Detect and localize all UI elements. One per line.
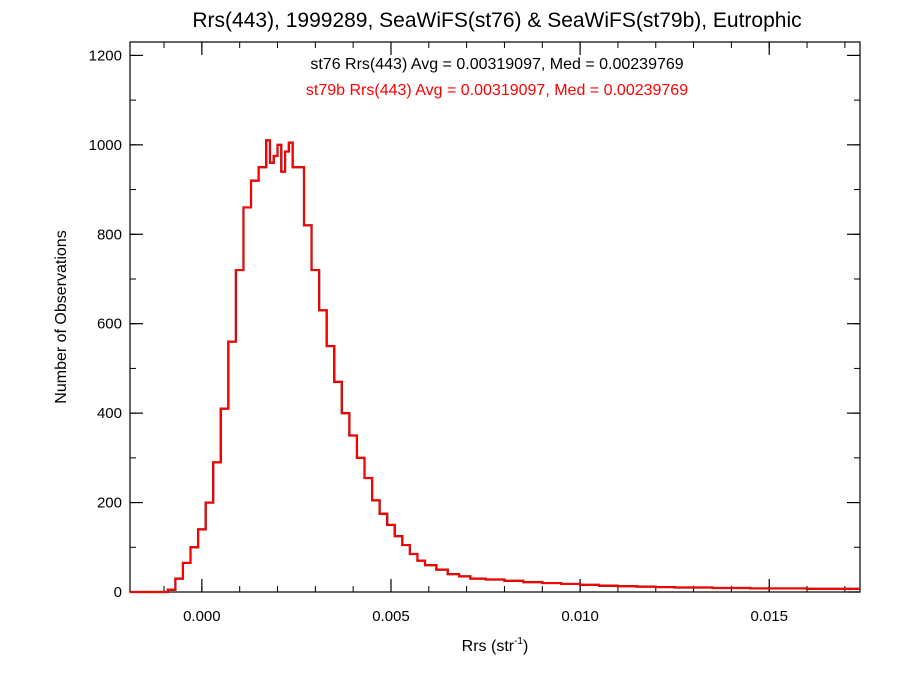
axis-ticks [130,42,860,593]
x-tick-label: 0.010 [561,608,599,625]
series-st79b-line [130,139,860,593]
x-axis-label-close: ) [523,638,528,655]
y-tick-label: 200 [97,495,122,512]
plot-area-border [129,41,861,593]
chart-title: Rrs(443), 1999289, SeaWiFS(st76) & SeaWi… [192,9,801,32]
y-tick-label: 800 [97,226,122,243]
x-axis-label-superscript: -1 [514,636,523,647]
annotation-st79b: st79b Rrs(443) Avg = 0.00319097, Med = 0… [306,82,688,99]
series-st76-line [130,139,860,594]
axis-tick-labels: 0.000 0.005 0.010 0.015 0 200 400 600 800 1000 120… [89,47,788,625]
x-tick-label: 0.015 [750,608,788,625]
plot-frame [129,41,861,593]
x-tick-label: 0.005 [372,608,410,625]
y-tick-label: 1000 [89,137,122,154]
y-tick-label: 400 [97,405,122,422]
histogram-series [130,139,860,594]
y-axis-label: Number of Observations [53,230,70,403]
y-tick-label: 600 [97,316,122,333]
y-tick-label: 0 [114,584,122,601]
x-tick-label: 0.000 [183,608,221,625]
y-tick-label: 1200 [89,47,122,64]
annotation-st76: st76 Rrs(443) Avg = 0.00319097, Med = 0.… [310,56,683,73]
x-axis-label: Rrs (str-1) [462,636,529,655]
x-axis-label-main: Rrs (str [462,638,515,655]
